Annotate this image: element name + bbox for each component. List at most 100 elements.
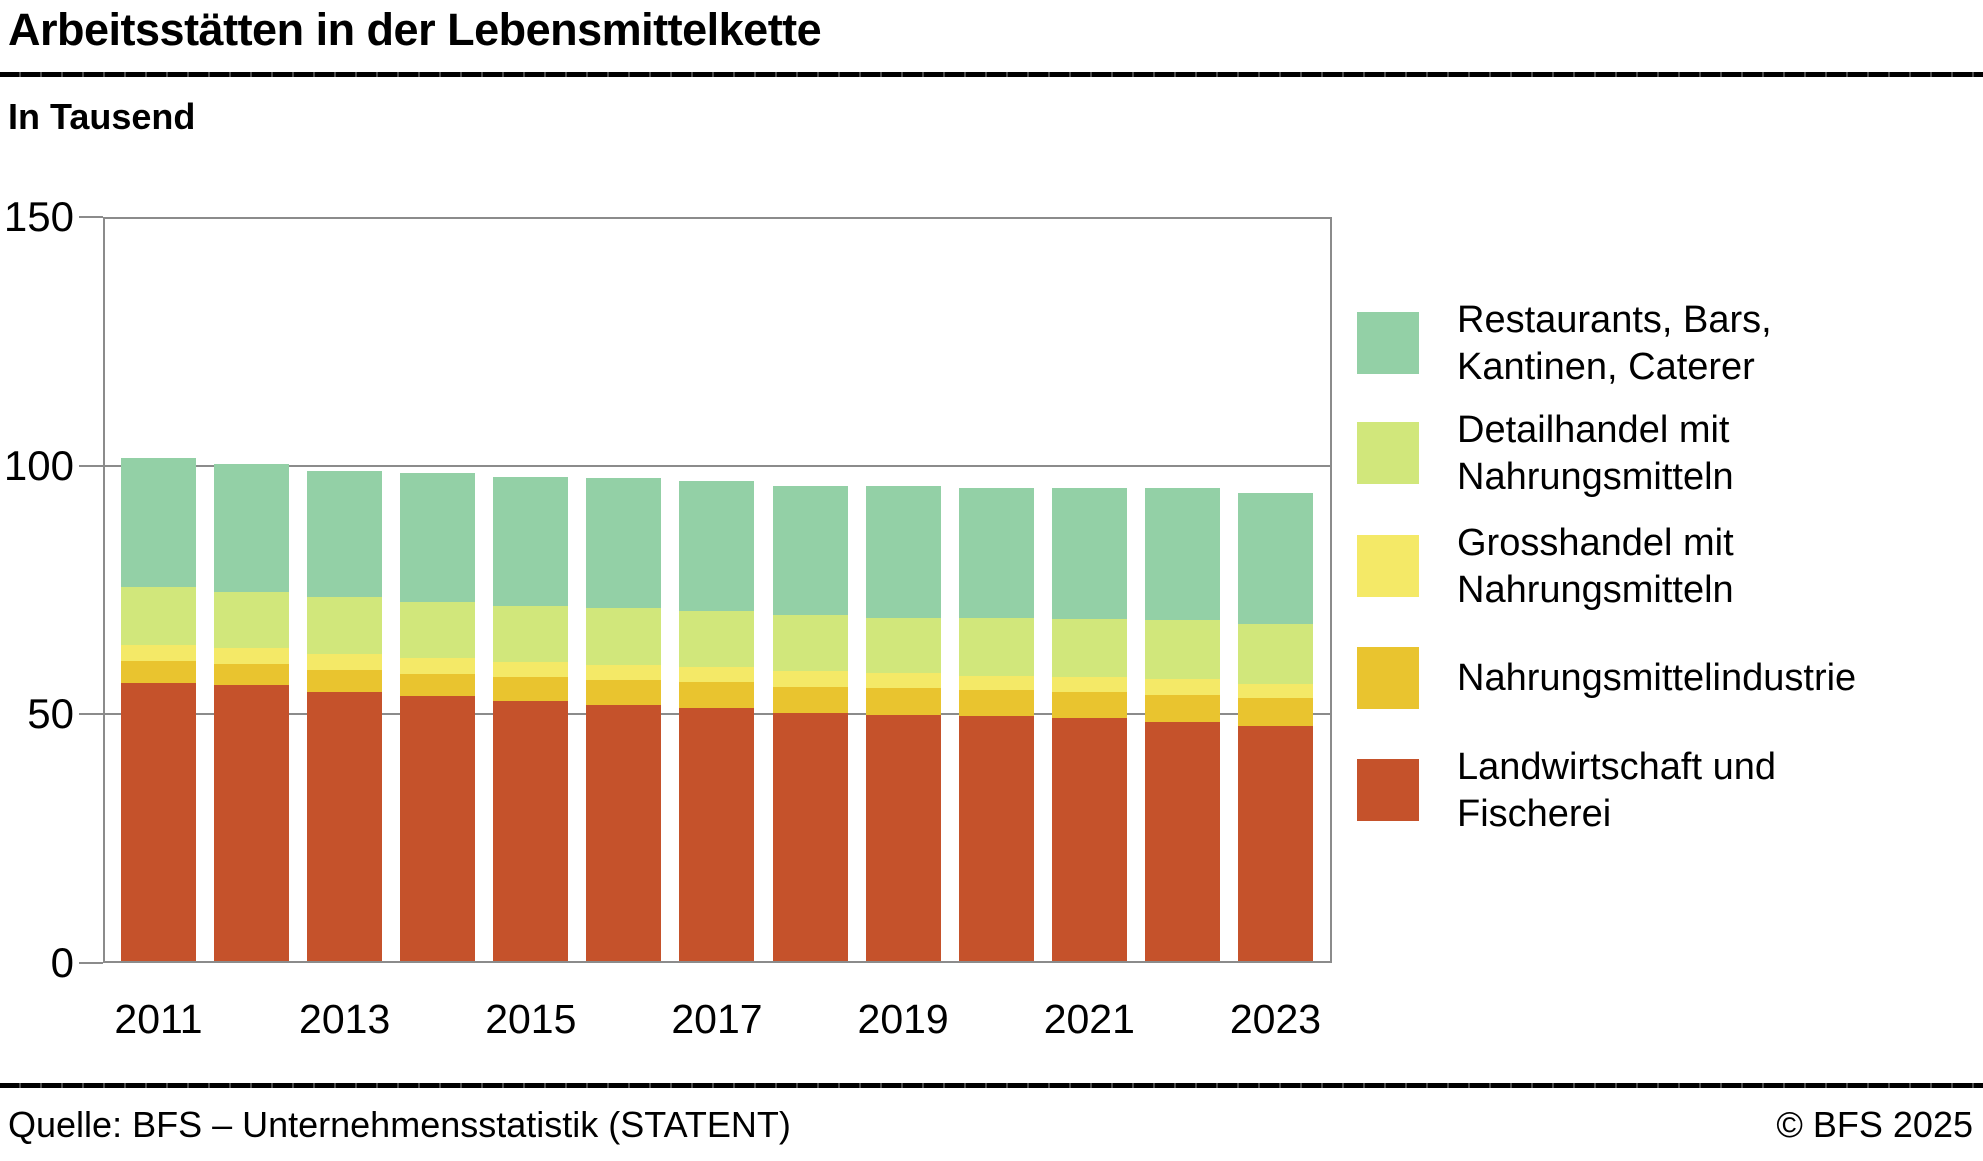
segment-restaurants-2023 xyxy=(1237,493,1313,624)
legend-swatch-industrie xyxy=(1357,647,1419,709)
segment-restaurants-2020 xyxy=(958,487,1034,619)
plot-area xyxy=(103,217,1332,963)
segment-detailhandel-2017 xyxy=(679,610,755,668)
segment-detailhandel-2012 xyxy=(214,591,290,648)
segment-landwirtschaft-2022 xyxy=(1144,721,1220,961)
segment-restaurants-2017 xyxy=(679,480,755,611)
legend-label-line: Nahrungsmittelindustrie xyxy=(1457,657,1857,699)
segment-grosshandel-2015 xyxy=(493,661,569,678)
legend-label-grosshandel: Grosshandel mit Nahrungsmitteln xyxy=(1457,520,1983,614)
bar-2023 xyxy=(1237,493,1313,961)
source-note: Quelle: BFS – Unternehmensstatistik (STA… xyxy=(8,1104,791,1145)
y-tick-label-150: 150 xyxy=(3,193,74,240)
copyright-note: © BFS 2025 xyxy=(1776,1104,1973,1145)
bar-2019 xyxy=(865,485,941,961)
legend-label-industrie: Nahrungsmittelindustrie xyxy=(1457,655,1983,702)
x-tick-label-2021: 2021 xyxy=(1043,996,1135,1042)
segment-restaurants-2016 xyxy=(586,478,662,608)
segment-detailhandel-2014 xyxy=(400,601,476,659)
segment-industrie-2018 xyxy=(772,686,848,713)
y-tick-100 xyxy=(79,464,103,467)
segment-industrie-2021 xyxy=(1051,691,1127,719)
page-title: Arbeitsstätten in der Lebensmittelkette xyxy=(8,4,822,55)
gridline-100 xyxy=(105,464,1330,467)
segment-industrie-2023 xyxy=(1237,698,1313,726)
segment-landwirtschaft-2023 xyxy=(1237,725,1313,961)
bar-2020 xyxy=(958,487,1034,961)
segment-restaurants-2012 xyxy=(214,464,290,592)
segment-grosshandel-2021 xyxy=(1051,676,1127,692)
bar-2016 xyxy=(586,478,662,961)
segment-grosshandel-2020 xyxy=(958,675,1034,690)
y-tick-label-50: 50 xyxy=(27,690,74,738)
y-tick-label-100: 100 xyxy=(3,441,74,489)
segment-grosshandel-2023 xyxy=(1237,684,1313,699)
segment-grosshandel-2019 xyxy=(865,673,941,689)
segment-restaurants-2022 xyxy=(1144,488,1220,621)
bar-2018 xyxy=(772,485,848,961)
segment-landwirtschaft-2021 xyxy=(1051,718,1127,961)
bar-2011 xyxy=(121,458,196,961)
legend-label-line: Grosshandel mit xyxy=(1457,522,1734,564)
segment-restaurants-2011 xyxy=(121,458,196,587)
legend-label-line: Kantinen, Caterer xyxy=(1457,346,1755,388)
bar-2015 xyxy=(493,476,569,961)
segment-landwirtschaft-2019 xyxy=(865,714,941,961)
segment-industrie-2012 xyxy=(214,663,290,685)
segment-landwirtschaft-2014 xyxy=(400,696,476,961)
segment-grosshandel-2017 xyxy=(679,667,755,683)
x-tick-label-2017: 2017 xyxy=(671,996,763,1042)
segment-industrie-2020 xyxy=(958,689,1034,717)
segment-restaurants-2018 xyxy=(772,485,848,616)
bar-2021 xyxy=(1051,487,1127,961)
segment-grosshandel-2014 xyxy=(400,658,476,674)
segment-landwirtschaft-2017 xyxy=(679,707,755,961)
x-tick-label-2015: 2015 xyxy=(485,996,577,1042)
segment-industrie-2016 xyxy=(586,679,662,705)
segment-grosshandel-2011 xyxy=(121,645,196,662)
segment-industrie-2014 xyxy=(400,673,476,697)
legend-label-detailhandel: Detailhandel mit Nahrungsmitteln xyxy=(1457,407,1983,501)
footer-divider xyxy=(0,1083,1983,1088)
segment-industrie-2013 xyxy=(307,670,383,692)
bar-2022 xyxy=(1144,488,1220,961)
y-tick-50 xyxy=(79,713,103,716)
segment-landwirtschaft-2016 xyxy=(586,704,662,961)
segment-restaurants-2014 xyxy=(400,473,476,602)
segment-industrie-2022 xyxy=(1144,694,1220,722)
segment-grosshandel-2013 xyxy=(307,654,383,671)
legend-label-line: Restaurants, Bars, xyxy=(1457,299,1772,341)
bar-2013 xyxy=(307,470,383,961)
segment-landwirtschaft-2015 xyxy=(493,701,569,961)
segment-landwirtschaft-2020 xyxy=(958,716,1034,961)
x-tick-label-2019: 2019 xyxy=(857,996,949,1042)
segment-detailhandel-2021 xyxy=(1051,619,1127,677)
legend-swatch-landwirtschaft xyxy=(1357,759,1419,821)
legend-swatch-restaurants xyxy=(1357,312,1419,374)
segment-restaurants-2015 xyxy=(493,476,569,606)
segment-detailhandel-2022 xyxy=(1144,620,1220,679)
segment-landwirtschaft-2012 xyxy=(214,685,290,961)
segment-grosshandel-2016 xyxy=(586,664,662,680)
title-divider xyxy=(0,72,1983,77)
segment-restaurants-2013 xyxy=(307,470,383,598)
segment-detailhandel-2013 xyxy=(307,597,383,655)
segment-detailhandel-2016 xyxy=(586,607,662,665)
y-tick-label-0: 0 xyxy=(50,939,74,986)
segment-detailhandel-2011 xyxy=(121,586,196,646)
x-tick-label-2011: 2011 xyxy=(114,996,203,1042)
segment-industrie-2011 xyxy=(121,661,196,683)
segment-grosshandel-2018 xyxy=(772,671,848,687)
x-tick-label-2023: 2023 xyxy=(1229,996,1322,1042)
legend-label-line: Fischerei xyxy=(1457,793,1612,835)
y-tick-150 xyxy=(79,216,103,218)
segment-landwirtschaft-2013 xyxy=(307,691,383,961)
segment-industrie-2015 xyxy=(493,677,569,702)
segment-detailhandel-2020 xyxy=(958,618,1034,676)
legend-swatch-detailhandel xyxy=(1357,422,1419,484)
x-tick-label-2013: 2013 xyxy=(299,996,391,1042)
legend-label-line: Landwirtschaft und xyxy=(1457,746,1776,788)
segment-landwirtschaft-2018 xyxy=(772,712,848,961)
segment-restaurants-2021 xyxy=(1051,487,1127,620)
